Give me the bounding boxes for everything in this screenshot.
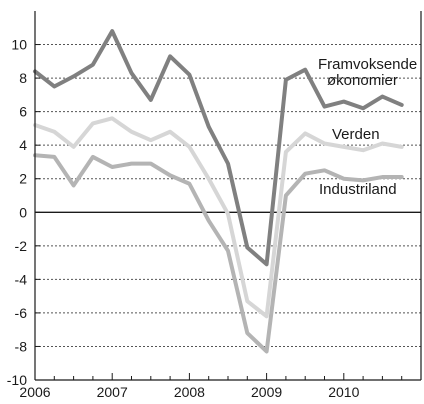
x-tick-label: 2010 [328, 384, 359, 400]
axes [34, 11, 422, 381]
y-tick-label: 8 [19, 70, 27, 86]
series-label-industrial: Industriland [319, 181, 397, 198]
y-tick-label: 6 [19, 104, 27, 120]
y-tick-label: 0 [19, 204, 27, 220]
x-tick-label: 2006 [19, 384, 50, 400]
y-tick-label: 4 [19, 137, 27, 153]
x-tick-label: 2009 [251, 384, 282, 400]
x-tick-label: 2007 [97, 384, 128, 400]
series-label-world: Verden [332, 126, 380, 143]
series-lines [33, 29, 404, 354]
x-tick-label: 2008 [174, 384, 205, 400]
x-tick-labels: 2006 2007 2008 2009 2010 [19, 384, 359, 400]
y-tick-label: 2 [19, 171, 27, 187]
series-labels: Framvoksende økonomier Verden Industrila… [318, 56, 417, 198]
y-tick-label: 10 [11, 37, 27, 53]
series-line-industrial [33, 153, 404, 354]
y-tick-label: -4 [15, 271, 28, 287]
series-label-emerging-line1: Framvoksende [318, 56, 417, 73]
y-tick-label: -6 [15, 305, 28, 321]
series-line-world [33, 116, 404, 319]
y-tick-labels: -10 -8 -6 -4 -2 0 2 4 6 8 10 [7, 37, 27, 388]
series-line-emerging [33, 29, 404, 267]
y-tick-label: -2 [15, 238, 28, 254]
y-tick-label: -8 [15, 338, 28, 354]
y-tick-label: -10 [7, 372, 27, 388]
series-label-emerging-line2: økonomier [327, 72, 398, 89]
